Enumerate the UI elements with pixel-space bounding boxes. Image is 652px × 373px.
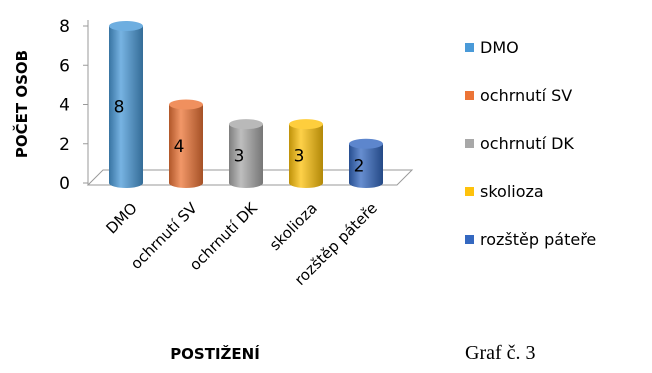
bar-body	[169, 104, 203, 188]
data-labels: 8 4 3 3 2	[114, 98, 365, 177]
y-axis-title: POČET OSOB	[12, 50, 31, 158]
legend-item: DMO	[465, 38, 519, 57]
bar-top	[289, 119, 323, 130]
bar	[169, 99, 203, 188]
y-ticks: 0 2 4 6 8	[59, 17, 88, 194]
data-label: 3	[294, 147, 305, 167]
bar-top	[349, 138, 383, 149]
bar	[109, 21, 143, 188]
legend-item: ochrnutí SV	[465, 86, 572, 105]
data-label: 2	[354, 156, 365, 176]
legend-swatch	[465, 235, 474, 244]
legend-label: ochrnutí DK	[480, 134, 574, 153]
bar-body	[229, 124, 263, 188]
bar-body	[349, 143, 383, 188]
legend-label: skolioza	[480, 182, 544, 201]
x-category-label: DMO	[102, 199, 140, 237]
legend-swatch	[465, 139, 474, 148]
chart-caption: Graf č. 3	[465, 342, 536, 364]
bar-top	[229, 119, 263, 130]
legend-swatch	[465, 187, 474, 196]
bar	[289, 119, 323, 188]
legend-item: skolioza	[465, 182, 544, 201]
legend-swatch	[465, 91, 474, 100]
bar	[229, 119, 263, 188]
legend-swatch	[465, 43, 474, 52]
legend-label: DMO	[480, 38, 519, 57]
y-tick-label: 6	[59, 56, 70, 76]
x-category-label: skolioza	[266, 199, 321, 254]
bar-top	[169, 99, 203, 110]
y-tick-label: 4	[59, 96, 70, 116]
bars	[109, 21, 383, 188]
x-axis-title: POSTIŽENÍ	[170, 344, 260, 363]
legend: DMO ochrnutí SV ochrnutí DK skolioza rozštěp…	[465, 38, 596, 249]
bar-body	[109, 26, 143, 188]
bar-body	[289, 124, 323, 188]
y-tick-label: 2	[59, 135, 70, 155]
data-label: 3	[234, 147, 245, 167]
data-label: 8	[114, 98, 125, 118]
data-label: 4	[174, 137, 185, 157]
y-tick-label: 0	[59, 174, 70, 194]
bar-top	[109, 21, 143, 31]
legend-item: ochrnutí DK	[465, 134, 574, 153]
legend-label: ochrnutí SV	[480, 86, 572, 105]
legend-item: rozštěp páteře	[465, 230, 596, 249]
bar	[349, 138, 383, 188]
legend-label: rozštěp páteře	[480, 230, 596, 249]
y-tick-label: 8	[59, 17, 70, 37]
